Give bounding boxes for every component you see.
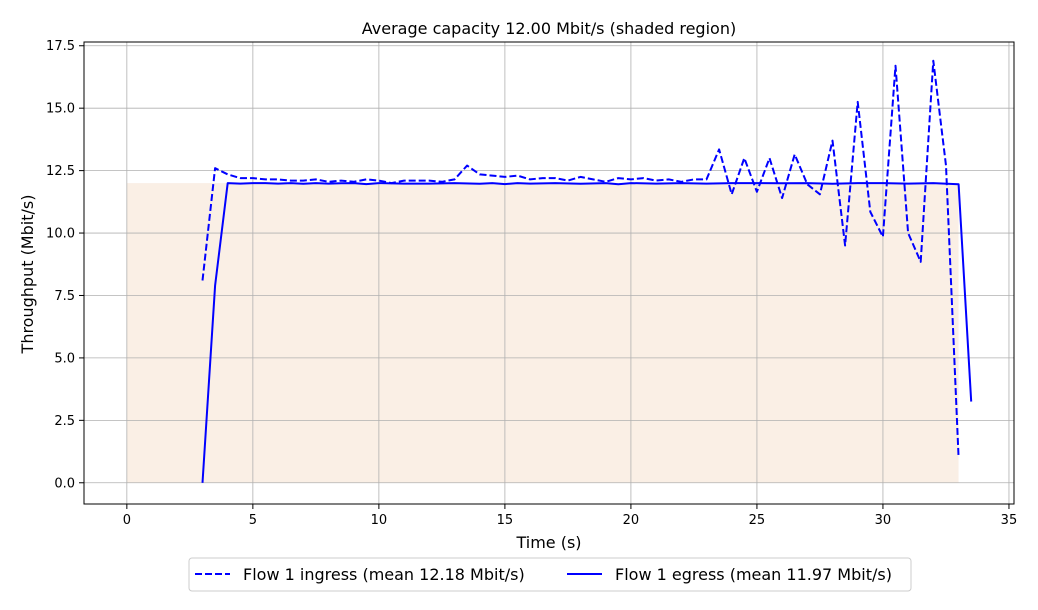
legend: Flow 1 ingress (mean 12.18 Mbit/s) Flow 1… (188, 557, 912, 592)
x-tick-label: 20 (623, 513, 640, 528)
legend-box (188, 557, 912, 592)
x-tick-label: 15 (497, 513, 514, 528)
x-tick-label: 30 (875, 513, 892, 528)
x-tick-label: 5 (249, 513, 257, 528)
y-tick-label: 7.5 (54, 289, 75, 304)
capacity-region (126, 183, 959, 483)
ingress-series-line (201, 59, 960, 458)
chart-title: Average capacity 12.00 Mbit/s (shaded re… (362, 19, 736, 38)
plot-area (84, 42, 1014, 504)
y-tick-label: 17.5 (46, 39, 75, 54)
y-tick-label: 5.0 (54, 351, 75, 366)
egress-series-line (201, 182, 973, 483)
x-tick-label: 10 (371, 513, 388, 528)
legend-egress-label: Flow 1 egress (mean 11.97 Mbit/s) (615, 565, 892, 584)
x-tick-label: 35 (1001, 513, 1018, 528)
x-tick-label: 25 (749, 513, 766, 528)
y-axis-title: Throughput (Mbit/s) (18, 195, 37, 355)
y-tick-label: 2.5 (54, 414, 75, 429)
y-tick-label: 0.0 (54, 476, 75, 491)
y-tick-label: 12.5 (46, 164, 75, 179)
y-tick-label: 15.0 (46, 102, 75, 117)
x-axis-title: Time (s) (515, 533, 581, 552)
y-tick-label: 10.0 (46, 227, 75, 242)
legend-ingress-label: Flow 1 ingress (mean 12.18 Mbit/s) (243, 565, 525, 584)
x-tick-label: 0 (123, 513, 131, 528)
axes-frame (83, 41, 1015, 505)
axes: 0 5 10 15 20 25 30 35 0.0 2.5 5.0 7.5 10.0 12.5 15.0 17… (46, 39, 1017, 528)
